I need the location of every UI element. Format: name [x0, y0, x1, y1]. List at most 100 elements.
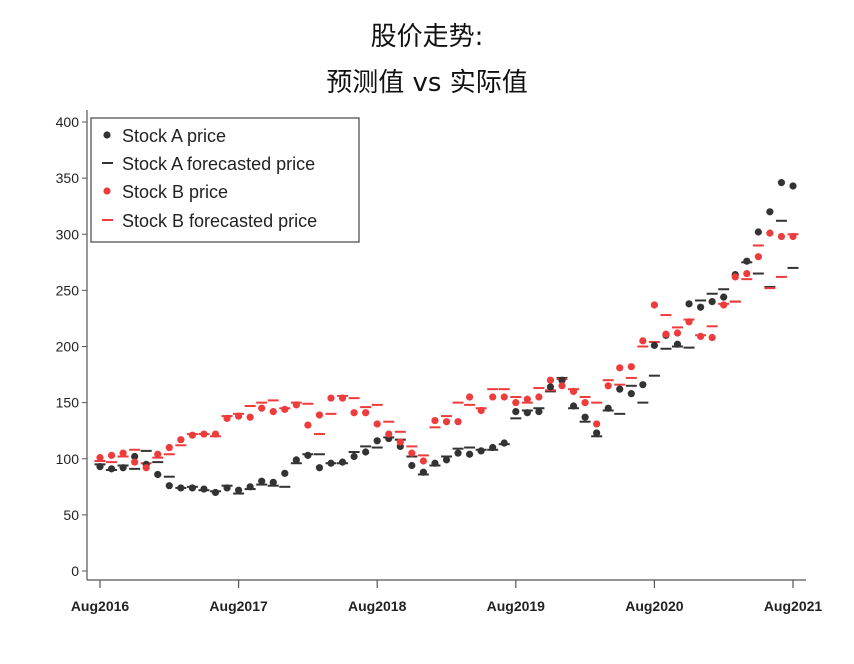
legend-label-stock-a-forecasted-price: Stock A forecasted price	[122, 154, 315, 174]
legend-label-stock-b-price: Stock B price	[122, 182, 228, 202]
stock-b-price-point	[639, 337, 647, 345]
stock-b-price-point	[685, 318, 693, 326]
stock-a-price-point	[154, 470, 162, 479]
stock-b-price-point	[581, 399, 589, 407]
stock-a-price-point	[708, 298, 716, 306]
stock-b-price-point	[119, 449, 127, 457]
stock-a-price-point	[408, 461, 416, 470]
stock-b-price-point	[327, 394, 335, 402]
legend-label-stock-a-price: Stock A price	[122, 126, 226, 146]
stock-a-price-point	[131, 452, 139, 461]
stock-b-price-point	[593, 420, 601, 428]
stock-a-price-point	[327, 459, 335, 467]
stock-a-price-point	[720, 293, 728, 301]
stock-b-price-point	[431, 416, 439, 425]
stock-a-price-point	[673, 340, 682, 348]
stock-b-price-point	[200, 430, 208, 438]
stock-a-price-point	[315, 464, 324, 472]
stock-b-price-point	[466, 393, 474, 401]
stock-b-price-point	[373, 420, 381, 428]
stock-a-price-point	[454, 449, 462, 457]
stock-a-price-point	[165, 482, 173, 490]
y-tick-label: 400	[56, 114, 80, 130]
stock-a-price-point	[107, 465, 116, 473]
stock-a-price-point	[754, 228, 762, 236]
stock-b-price-point	[777, 232, 786, 241]
stock-a-price-point	[96, 463, 104, 471]
stock-b-price-point	[754, 253, 762, 261]
stock-a-price-point	[477, 447, 485, 455]
stock-b-price-point	[269, 408, 277, 416]
stock-b-price-point	[489, 393, 497, 401]
stock-b-price-point	[315, 411, 324, 419]
stock-a-price-point	[119, 464, 127, 472]
chart-title-line2: 预测值 vs 实际值	[326, 68, 528, 98]
y-tick-label: 350	[56, 170, 80, 186]
y-tick-label: 150	[56, 395, 80, 411]
stock-a-price-point	[500, 439, 508, 447]
stock-a-price-point	[431, 459, 439, 467]
stock-b-price-point	[789, 232, 797, 241]
stock-b-price-point	[627, 363, 635, 371]
stock-a-price-point	[569, 402, 578, 410]
y-tick-label: 200	[56, 339, 80, 355]
y-tick-label: 100	[56, 451, 80, 467]
stock-a-price-point	[188, 484, 196, 492]
stock-a-price-point	[246, 483, 254, 491]
stock-b-price-point	[292, 401, 300, 409]
stock-a-price-point	[177, 484, 185, 492]
stock-b-price-point	[281, 405, 289, 413]
stock-b-price-point	[177, 436, 185, 444]
legend-label-stock-b-forecasted-price: Stock B forecasted price	[122, 211, 317, 231]
stock-b-price-point	[246, 413, 254, 421]
stock-b-price-point	[546, 376, 555, 384]
stock-b-price-point	[131, 458, 139, 466]
stock-b-price-point	[604, 382, 612, 390]
stock-a-price-point	[512, 408, 520, 416]
stock-b-price-point	[477, 406, 485, 415]
stock-a-price-point	[593, 429, 601, 437]
stock-a-price-point	[373, 437, 381, 445]
stock-b-price-point	[454, 418, 462, 426]
x-tick-label: Aug2017	[209, 598, 268, 614]
x-tick-label: Aug2016	[71, 598, 130, 614]
stock-b-price-point	[708, 333, 716, 342]
stock-a-price-point	[581, 413, 589, 421]
stock-a-price-point	[442, 456, 451, 464]
stock-a-price-point	[350, 452, 358, 461]
stock-b-price-point	[766, 229, 774, 237]
y-tick-label: 300	[56, 226, 80, 242]
stock-b-price-point	[673, 329, 682, 337]
legend-marker-stock-a-price	[103, 131, 111, 139]
stock-a-price-point	[685, 300, 693, 308]
stock-a-price-point	[466, 450, 474, 458]
stock-b-price-point	[731, 273, 739, 281]
stock-b-price-point	[512, 399, 520, 407]
stock-b-price-point	[258, 404, 266, 412]
stock-b-price-point	[165, 443, 173, 452]
stock-a-price-point	[304, 451, 312, 459]
stock-a-price-point	[627, 390, 635, 398]
stock-a-price-point	[269, 478, 277, 486]
stock-b-price-point	[500, 393, 508, 401]
stock-a-price-point	[650, 341, 659, 349]
stock-a-price-point	[604, 404, 612, 412]
stock-a-price-point	[639, 381, 647, 389]
stock-a-price-point	[535, 408, 543, 416]
stock-b-price-point	[650, 301, 659, 309]
stock-b-price-point	[338, 394, 347, 402]
stock-b-price-point	[535, 393, 543, 401]
stock-a-price-point	[419, 468, 427, 476]
stock-a-price-point	[616, 385, 624, 393]
stock-b-price-point	[350, 409, 358, 417]
stock-b-price-point	[523, 395, 531, 403]
stock-a-price-point	[211, 488, 220, 497]
stock-b-price-point	[616, 364, 624, 372]
stock-a-price-point	[292, 456, 300, 464]
y-tick-label: 50	[63, 507, 79, 523]
stock-b-price-point	[720, 301, 728, 309]
stock-b-price-point	[211, 430, 220, 438]
stock-b-price-point	[142, 464, 150, 472]
stock-b-price-point	[569, 387, 578, 395]
